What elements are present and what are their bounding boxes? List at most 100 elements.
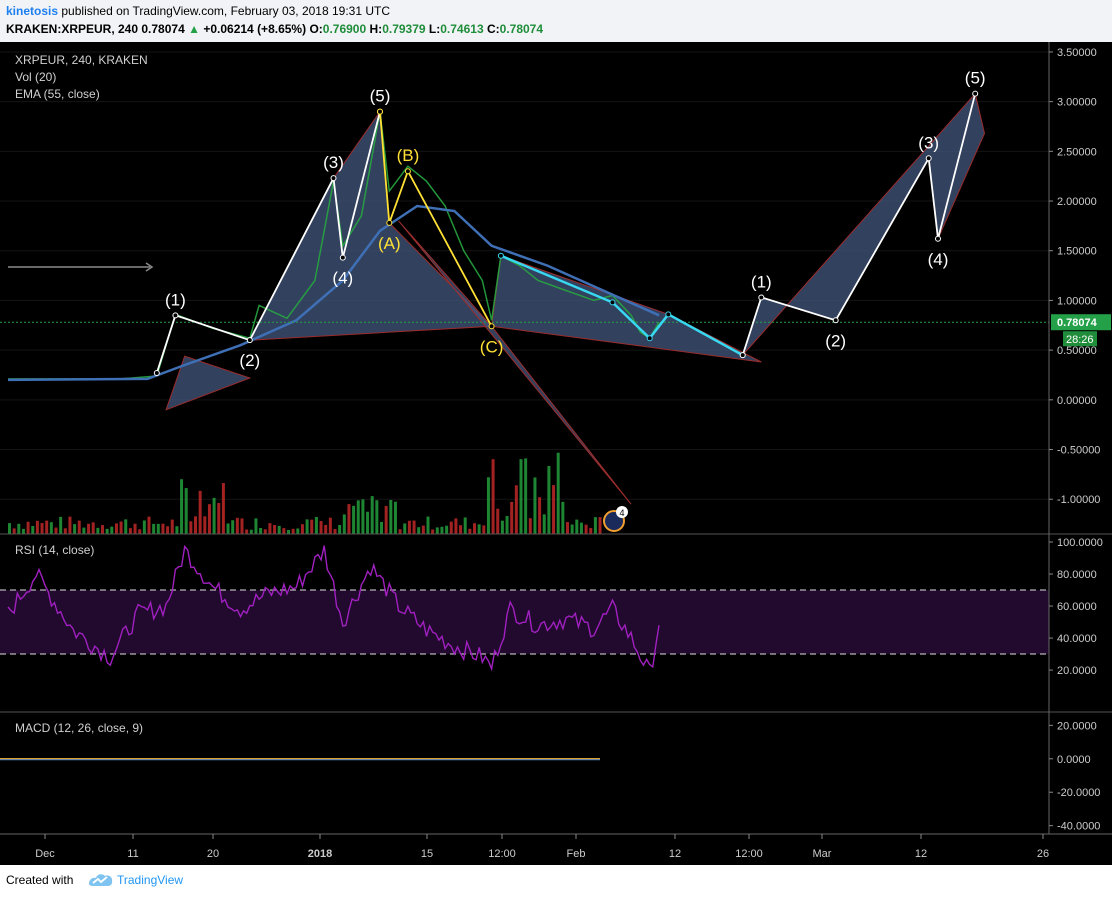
volume-bar bbox=[552, 485, 556, 534]
volume-bar bbox=[128, 528, 132, 534]
change-value: +0.06214 (+8.65%) bbox=[203, 22, 307, 36]
volume-bar bbox=[482, 525, 486, 534]
volume-bar bbox=[473, 523, 476, 534]
volume-bar bbox=[156, 523, 160, 534]
wave-line bbox=[379, 111, 493, 327]
volume-bar bbox=[194, 516, 197, 534]
price-tick-label: 3.00000 bbox=[1057, 97, 1097, 109]
up-arrow-icon: ▲ bbox=[188, 22, 200, 36]
wave-label: (1) bbox=[165, 290, 186, 309]
time-tick-label: Feb bbox=[567, 848, 586, 860]
volume-bar bbox=[226, 523, 230, 534]
chart-area[interactable]: (1) (2) (3) (4) (5) (A) (B) (C) (1) (2) (3) (4) (5) … bbox=[0, 42, 1112, 865]
volume-bar bbox=[510, 501, 514, 534]
wave-point bbox=[609, 299, 616, 306]
volume-bar bbox=[212, 497, 216, 534]
volume-bar bbox=[575, 519, 579, 534]
volume-bar bbox=[463, 517, 467, 534]
wave-point bbox=[925, 155, 932, 162]
projection-triangle bbox=[491, 255, 762, 363]
ohlc-line: KRAKEN:XRPEUR, 240 0.78074 ▲ +0.06214 (+… bbox=[6, 22, 543, 36]
price-tick-label: 1.00000 bbox=[1057, 295, 1097, 307]
volume-bar bbox=[459, 525, 463, 534]
time-tick-label: 12 bbox=[915, 848, 927, 860]
wave-label: (2) bbox=[825, 331, 846, 350]
volume-bar bbox=[538, 497, 542, 534]
volume-bar bbox=[26, 521, 30, 534]
author-link[interactable]: kinetosis bbox=[6, 4, 59, 18]
volume-bar bbox=[268, 523, 272, 534]
volume-bar bbox=[324, 524, 328, 534]
chart-header: kinetosis published on TradingView.com, … bbox=[0, 0, 1112, 42]
macd-tick-label: 20.0000 bbox=[1057, 720, 1097, 732]
wave-line bbox=[741, 93, 977, 356]
wave-label: (5) bbox=[965, 69, 986, 88]
volume-bar bbox=[87, 523, 91, 534]
volume-bar bbox=[417, 527, 421, 534]
volume-bar bbox=[584, 524, 588, 534]
volume-bar bbox=[245, 529, 249, 534]
volume-bar bbox=[96, 527, 100, 534]
volume-bar bbox=[561, 501, 565, 534]
volume-bar bbox=[305, 519, 309, 534]
time-tick-label: 20 bbox=[207, 848, 219, 860]
low-label: L: bbox=[428, 22, 441, 36]
volume-bar bbox=[147, 516, 151, 534]
close-label: C: bbox=[486, 22, 500, 36]
wave-point bbox=[386, 219, 393, 226]
wave-label: (1) bbox=[751, 272, 772, 291]
macd-tick-label: -20.0000 bbox=[1057, 787, 1100, 799]
volume-bar bbox=[412, 520, 416, 534]
projection-triangle bbox=[742, 92, 986, 356]
volume-bar bbox=[542, 514, 546, 534]
volume-bar bbox=[12, 528, 16, 534]
volume-bar bbox=[310, 519, 314, 534]
volume-bar bbox=[342, 514, 346, 534]
volume-bar bbox=[300, 524, 304, 534]
chart-svg[interactable]: (1)(2)(3)(4)(5)(A)(B)(C)(1)(2)(3)(4)(5) … bbox=[0, 42, 1112, 865]
volume-bar bbox=[170, 519, 174, 534]
wave-label: (3) bbox=[323, 153, 344, 172]
volume-bar bbox=[445, 525, 449, 534]
wave-label: (4) bbox=[928, 250, 949, 269]
volume-bar bbox=[356, 500, 360, 534]
legend-macd: MACD (12, 26, close, 9) bbox=[15, 721, 143, 735]
wave-point bbox=[377, 108, 383, 115]
rsi-tick-label: 100.0000 bbox=[1057, 537, 1103, 549]
volume-bar bbox=[124, 519, 128, 534]
volume-bar bbox=[240, 518, 244, 534]
ema-line bbox=[7, 204, 660, 382]
volume-bar bbox=[101, 525, 104, 534]
volume-bar bbox=[598, 517, 602, 534]
time-tick-label: 11 bbox=[127, 848, 138, 860]
created-with-text: Created with bbox=[6, 873, 74, 887]
wave-point bbox=[153, 369, 160, 376]
volume-bar bbox=[333, 529, 337, 534]
volume-bar bbox=[593, 517, 597, 534]
wave-label: (4) bbox=[332, 269, 353, 288]
volume-bar bbox=[328, 517, 332, 534]
volume-bar bbox=[189, 521, 193, 534]
volume-bar bbox=[426, 516, 430, 534]
volume-bar bbox=[500, 520, 504, 534]
volume-bar bbox=[217, 503, 221, 534]
price-tick-label: 2.50000 bbox=[1057, 146, 1097, 158]
events-count: 4 bbox=[619, 508, 624, 518]
volume-bar bbox=[361, 499, 365, 534]
volume-bar bbox=[254, 518, 258, 534]
time-tick-label: 12:00 bbox=[735, 848, 763, 860]
wave-point bbox=[330, 175, 337, 182]
time-tick-label: 15 bbox=[421, 848, 433, 860]
volume-bar bbox=[114, 523, 118, 534]
price-tick-label: 3.50000 bbox=[1057, 47, 1097, 59]
tradingview-link[interactable]: TradingView bbox=[117, 873, 184, 887]
volume-bar bbox=[547, 466, 551, 534]
macd-tick-label: -40.0000 bbox=[1057, 821, 1100, 833]
events-count-bubble bbox=[616, 506, 628, 518]
legend-symbol: XRPEUR, 240, KRAKEN bbox=[15, 53, 148, 67]
volume-bar bbox=[259, 527, 263, 534]
volume-bar bbox=[282, 528, 286, 534]
volume-bar bbox=[180, 479, 184, 534]
volume-bar bbox=[393, 501, 397, 534]
tradingview-logo-icon[interactable] bbox=[88, 871, 114, 889]
